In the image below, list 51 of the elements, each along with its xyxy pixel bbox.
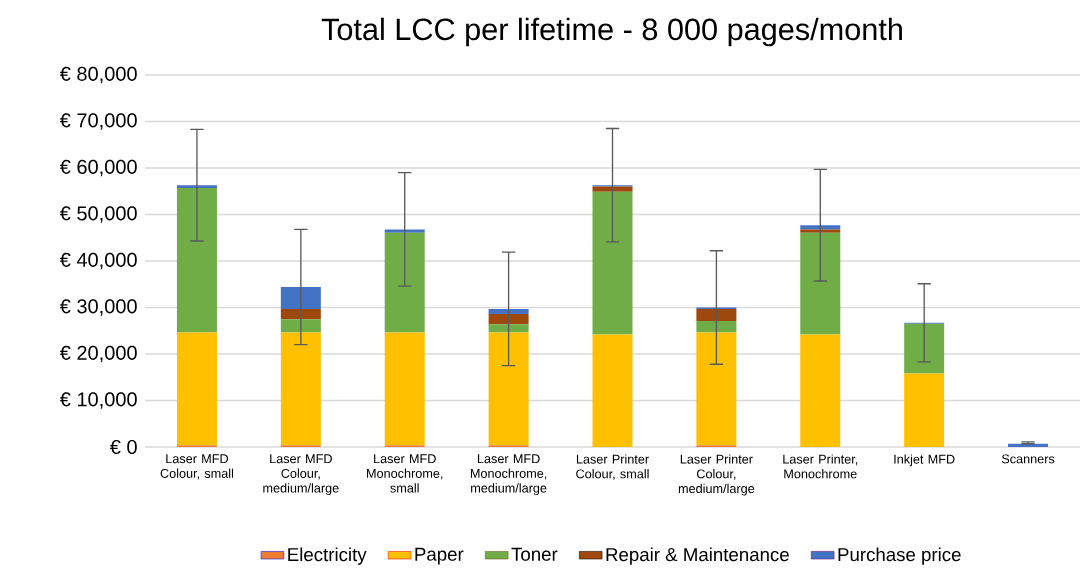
bar [904,323,945,374]
bar [800,334,841,447]
legend-label: Paper [415,547,464,565]
bar [488,314,529,325]
bar [592,191,633,335]
bar [800,232,841,335]
y-tick-label: € 10,000 [59,392,137,409]
bar [384,332,425,446]
bar [488,332,529,446]
bar [280,332,321,446]
bar [800,225,841,230]
bar [904,373,945,447]
y-tick-label: € 20,000 [59,345,137,363]
bar [280,287,321,309]
x-tick-label: Laser MFD Colour, medium/large [263,454,339,496]
x-tick-label: Laser MFD Colour, small [160,454,234,480]
legend-label: Toner [511,547,558,561]
y-tick-label: € 50,000 [59,206,137,223]
y-tick-label: € 30,000 [59,299,137,316]
bar [176,188,217,333]
y-tick-label: € 0 [109,439,137,455]
y-tick-label: € 40,000 [59,252,137,270]
bar [384,229,425,233]
legend-label: Electricity [288,547,367,565]
legend-label: Purchase price [838,547,961,565]
x-tick-label: Laser MFD Monochrome, small [367,454,443,493]
x-tick-label: Laser MFD Monochrome, medium/large [470,454,547,496]
bar [696,308,737,321]
x-tick-label: Laser Printer, Monochrome [783,454,858,479]
bar [384,232,425,333]
bar [696,332,737,446]
bar [176,185,217,188]
bar [176,332,217,446]
bar [696,320,737,333]
chart-title: Total LCC per lifetime - 8 000 pages/month [321,17,902,47]
bar [1008,443,1049,447]
y-tick-label: € 70,000 [59,113,137,130]
y-tick-label: € 60,000 [59,159,137,177]
legend-label: Repair & Maintenance [606,547,789,565]
x-tick-label: Inkjet MFD [894,454,955,467]
bar [280,308,321,320]
bar [800,229,841,233]
bar [592,334,633,447]
bar [280,319,321,333]
bar [592,186,633,192]
x-tick-label: Laser Printer Colour, small [576,454,649,480]
bar [488,308,529,315]
x-tick-label: Scanners [1001,454,1055,464]
x-tick-label: Laser Printer Colour, medium/large [678,454,755,496]
y-tick-label: € 80,000 [59,66,137,84]
bar [488,324,529,333]
